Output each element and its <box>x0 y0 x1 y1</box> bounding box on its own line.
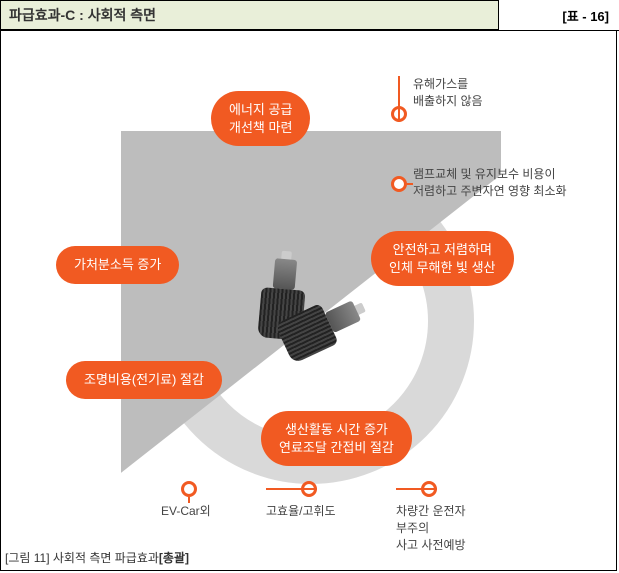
header-row: 파급효과-C : 사회적 측면 [표 - 16] <box>0 0 619 31</box>
cycle-bubble: 에너지 공급개선책 마련 <box>211 91 310 146</box>
caption-suffix: [총괄] <box>159 551 189 565</box>
annotation-connector <box>266 488 317 490</box>
annotation-marker-icon <box>181 481 197 497</box>
annotation-line: 램프교체 및 유지보수 비용이 <box>413 166 567 183</box>
bubble-text: 인체 무해한 빛 생산 <box>389 259 496 277</box>
bubble-text: 조명비용(전기료) 절감 <box>84 371 204 389</box>
product-image <box>231 261 381 361</box>
annotation-marker-icon <box>391 176 407 192</box>
annotation-line: 배출하지 않음 <box>413 93 483 110</box>
annotation-text: 차량간 운전자부주의사고 사전예방 <box>396 503 466 553</box>
cycle-bubble: 조명비용(전기료) 절감 <box>66 361 222 399</box>
annotation-line: 부주의 <box>396 520 466 537</box>
annotation-text: 고효율/고휘도 <box>266 503 336 520</box>
annotation-line: 고효율/고휘도 <box>266 503 336 520</box>
figure-caption: [그림 11] 사회적 측면 파급효과[총괄] <box>5 549 189 566</box>
bubble-text: 에너지 공급 <box>229 101 292 119</box>
annotation-line: 차량간 운전자 <box>396 503 466 520</box>
annotation-line: 저렴하고 주변자연 영향 최소화 <box>413 183 567 200</box>
cycle-bubble: 가처분소득 증가 <box>56 246 179 284</box>
bubble-text: 연료조달 간접비 절감 <box>279 439 394 457</box>
annotation-connector <box>396 488 437 490</box>
annotation-text: 램프교체 및 유지보수 비용이저렴하고 주변자연 영향 최소화 <box>413 166 567 200</box>
bubble-text: 개선책 마련 <box>229 119 292 137</box>
annotation-line: 유해가스를 <box>413 76 483 93</box>
bubble-text: 생산활동 시간 증가 <box>279 421 394 439</box>
cycle-diagram: 에너지 공급개선책 마련안전하고 저렴하며인체 무해한 빛 생산생산활동 시간 … <box>1 31 616 570</box>
annotation-line: 사고 사전예방 <box>396 537 466 554</box>
table-reference: [표 - 16] <box>499 6 619 25</box>
diagram-frame: 에너지 공급개선책 마련안전하고 저렴하며인체 무해한 빛 생산생산활동 시간 … <box>0 31 617 571</box>
annotation-connector <box>398 76 400 122</box>
cycle-bubble: 안전하고 저렴하며인체 무해한 빛 생산 <box>371 231 514 286</box>
annotation-line: EV-Car외 <box>161 503 211 520</box>
cycle-bubble: 생산활동 시간 증가연료조달 간접비 절감 <box>261 411 412 466</box>
page-title: 파급효과-C : 사회적 측면 <box>0 0 499 30</box>
annotation-text: 유해가스를배출하지 않음 <box>413 76 483 110</box>
bubble-text: 가처분소득 증가 <box>74 256 161 274</box>
bubble-text: 안전하고 저렴하며 <box>389 241 496 259</box>
caption-prefix: [그림 11] 사회적 측면 파급효과 <box>5 551 159 565</box>
annotation-text: EV-Car외 <box>161 503 211 520</box>
